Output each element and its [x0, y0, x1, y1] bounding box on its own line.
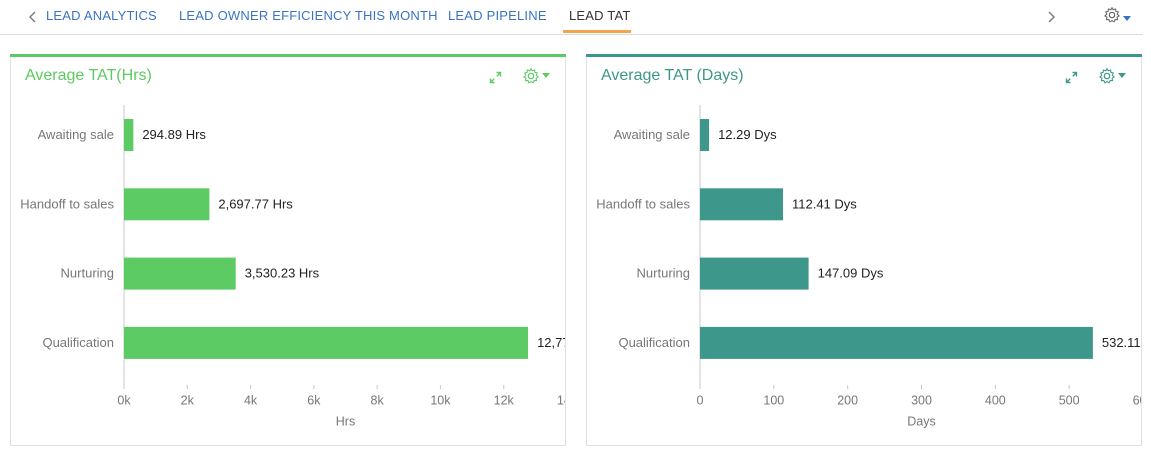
bar-0: [124, 119, 134, 151]
panel-settings-button[interactable]: [1098, 67, 1126, 85]
data-label: 294.89 Hrs: [142, 127, 206, 142]
gear-icon: [1103, 6, 1121, 29]
tick-label: 10k: [430, 393, 451, 407]
tick-label: 0k: [117, 393, 131, 407]
chevron-right-icon[interactable]: [1046, 6, 1056, 28]
data-label: 3,530.23 Hrs: [245, 266, 320, 281]
data-label: 112.41 Dys: [792, 196, 857, 211]
active-tab-indicator: [563, 30, 631, 33]
caret-down-icon: [1118, 73, 1126, 79]
panel-accent-bar: [10, 54, 566, 57]
tick-label: 200: [837, 393, 858, 407]
category-label: Nurturing: [61, 266, 114, 281]
caret-down-icon: [542, 73, 550, 79]
tick-label: 0: [697, 393, 704, 407]
gear-icon: [1098, 67, 1116, 85]
category-label: Qualification: [618, 335, 690, 350]
category-label: Handoff to sales: [20, 196, 114, 211]
bar-2: [700, 257, 809, 290]
chart-body: Awaiting sale 294.89 Hrs Handoff to sales 2…: [20, 105, 565, 428]
tick-label: 600: [1133, 393, 1141, 407]
caret-down-icon: [1123, 9, 1131, 27]
chart-average-tat-days: Awaiting sale 12.29 Dys Handoff to sales 11…: [596, 105, 1141, 428]
tick-label: 4k: [244, 393, 258, 407]
bar-1: [700, 188, 783, 221]
bar-1: [124, 188, 210, 221]
data-label: 147.09 Dys: [818, 266, 884, 281]
chart-average-tat-hrs: Awaiting sale 294.89 Hrs Handoff to sales 2…: [20, 105, 565, 428]
data-label: 12,770.: [537, 335, 565, 350]
category-label: Qualification: [42, 335, 114, 350]
panel-settings-button[interactable]: [522, 67, 550, 85]
category-label: Awaiting sale: [614, 127, 690, 142]
panel-average-tat-days: Average TAT (Days) Awaiting sale 12.29 Dy…: [586, 54, 1142, 446]
settings-menu-button[interactable]: [1103, 6, 1131, 29]
bar-2: [124, 257, 236, 290]
data-label: 2,697.77 Hrs: [218, 196, 293, 211]
category-label: Nurturing: [637, 266, 690, 281]
tick-label: 300: [911, 393, 932, 407]
tab-lead-analytics[interactable]: LEAD ANALYTICS: [46, 8, 157, 23]
tick-label: 8k: [371, 393, 385, 407]
panel-average-tat-hrs: Average TAT(Hrs) Awaiting sale 294.89 Hrs…: [10, 54, 566, 446]
tab-bar: LEAD ANALYTICS LEAD OWNER EFFICIENCY THI…: [0, 0, 1143, 35]
panel-title: Average TAT(Hrs): [25, 67, 152, 84]
category-label: Handoff to sales: [596, 196, 690, 211]
tick-label: 14k: [557, 393, 565, 407]
tick-label: 400: [985, 393, 1006, 407]
tick-label: 2k: [181, 393, 195, 407]
bar-3: [124, 326, 529, 359]
data-label: 12.29 Dys: [718, 127, 777, 142]
category-label: Awaiting sale: [38, 127, 114, 142]
gear-icon: [522, 67, 540, 85]
data-label: 532.11 D: [1102, 335, 1141, 350]
chart-body: Awaiting sale 12.29 Dys Handoff to sales 11…: [596, 105, 1141, 428]
tick-label: 500: [1059, 393, 1080, 407]
tick-label: 12k: [494, 393, 515, 407]
bar-0: [700, 119, 710, 151]
x-axis-title: Days: [907, 414, 935, 428]
panel-accent-bar: [586, 54, 1142, 57]
expand-icon[interactable]: [489, 71, 502, 84]
tick-label: 100: [763, 393, 784, 407]
bar-3: [700, 326, 1093, 359]
tab-lead-pipeline[interactable]: LEAD PIPELINE: [448, 8, 547, 23]
x-axis-title: Hrs: [336, 414, 355, 428]
expand-icon[interactable]: [1065, 71, 1078, 84]
tab-lead-tat[interactable]: LEAD TAT: [569, 8, 631, 23]
panel-title: Average TAT (Days): [601, 67, 744, 84]
chevron-left-icon[interactable]: [28, 6, 38, 28]
tick-label: 6k: [307, 393, 321, 407]
tab-lead-owner-efficiency[interactable]: LEAD OWNER EFFICIENCY THIS MONTH: [179, 8, 438, 23]
